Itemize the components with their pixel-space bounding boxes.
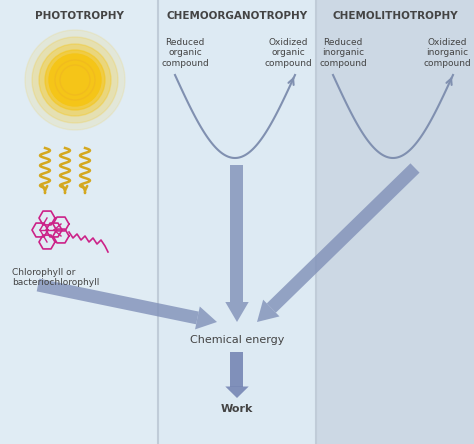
Text: Oxidized
organic
compound: Oxidized organic compound bbox=[264, 38, 312, 68]
Polygon shape bbox=[195, 306, 217, 329]
Text: Chemical energy: Chemical energy bbox=[190, 335, 284, 345]
Text: Chlorophyll or
bacteriochlorophyll: Chlorophyll or bacteriochlorophyll bbox=[12, 268, 100, 287]
Circle shape bbox=[32, 37, 118, 123]
Bar bbox=[316, 0, 474, 444]
Bar bbox=[158, 0, 316, 444]
Text: Oxidized
inorganic
compound: Oxidized inorganic compound bbox=[423, 38, 471, 68]
Circle shape bbox=[39, 44, 111, 116]
Polygon shape bbox=[230, 165, 244, 302]
Polygon shape bbox=[267, 163, 419, 313]
Polygon shape bbox=[225, 302, 249, 322]
Text: Reduced
inorganic
compound: Reduced inorganic compound bbox=[319, 38, 367, 68]
Text: PHOTOTROPHY: PHOTOTROPHY bbox=[35, 11, 123, 21]
Circle shape bbox=[25, 30, 125, 130]
Circle shape bbox=[45, 50, 105, 110]
Text: CHEMOORGANOTROPHY: CHEMOORGANOTROPHY bbox=[166, 11, 308, 21]
Circle shape bbox=[49, 54, 101, 106]
Polygon shape bbox=[225, 386, 249, 398]
Polygon shape bbox=[230, 352, 244, 386]
Text: Work: Work bbox=[221, 404, 253, 414]
Text: Reduced
organic
compound: Reduced organic compound bbox=[161, 38, 209, 68]
Bar bbox=[0, 0, 158, 444]
Polygon shape bbox=[36, 279, 199, 324]
Polygon shape bbox=[257, 300, 280, 322]
Text: CHEMOLITHOTROPHY: CHEMOLITHOTROPHY bbox=[332, 11, 458, 21]
